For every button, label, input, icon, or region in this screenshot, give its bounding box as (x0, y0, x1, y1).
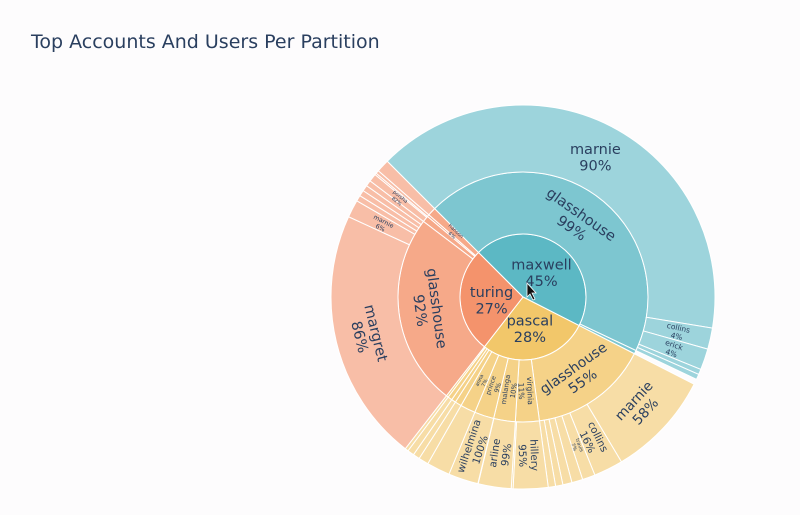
partition-pascal-account-glasshouse-user-travis-percent: 7% (569, 443, 577, 453)
chart-title: Top Accounts And Users Per Partition (31, 31, 380, 53)
partition-pascal-account-anna-name: anna (474, 374, 485, 388)
partition-pascal-name: pascal (507, 314, 554, 330)
partition-turing-account-hanson-user-other-0[interactable] (377, 160, 436, 216)
partition-maxwell-account-glasshouse-user-marnie-name: marnie (570, 142, 621, 158)
partition-pascal-account-malanga-user-arline-percent: 99% (499, 442, 514, 467)
partition-turing-account-other-1-user-porsha-percent: 82% (390, 196, 403, 208)
partition-pascal-account-prince-percent: 9% (493, 382, 503, 394)
partition-pascal-account-malanga-user-arline-name: arline (487, 438, 503, 469)
partition-pascal-account-anna-percent: 7% (481, 378, 490, 388)
partition-pascal-account-virginia-percent: 11% (516, 383, 526, 400)
partition-pascal-account-virginia-user-hillery-label: hillery95% (515, 439, 540, 472)
partition-turing-account-glasshouse-user-marnie-percent: 6% (374, 223, 386, 234)
partition-maxwell-percent: 45% (525, 274, 557, 290)
partition-pascal-account-malanga-label: malanga10% (500, 374, 520, 406)
partition-pascal-account-anna-label: anna7% (474, 374, 490, 390)
partition-pascal-account-malanga-percent: 10% (509, 382, 519, 399)
partition-maxwell-account-glasshouse-user-marnie[interactable] (386, 104, 716, 329)
partition-pascal-account-virginia-user-hillery-percent: 95% (516, 444, 529, 468)
partition-maxwell-account-glasshouse-user-collins-label: collins4% (664, 321, 691, 343)
partition-maxwell-account-glasshouse-user-marnie-label: marnie 90% (570, 142, 621, 175)
partition-turing-account-hanson-percent: 6% (447, 231, 457, 241)
partition-turing-account-glasshouse-percent: 92% (409, 294, 429, 328)
partition-maxwell-account-glasshouse-user-erick-label: erick4% (661, 338, 685, 361)
partition-turing-name: turing (470, 285, 513, 301)
partition-pascal-account-virginia-label: virginia11% (516, 377, 535, 406)
partition-pascal-label: pascal 28% (507, 314, 554, 347)
partition-turing-account-glasshouse-user-margret-percent: 86% (347, 320, 370, 355)
partition-pascal-account-malanga-user-arline-label: arline99% (487, 438, 515, 470)
partition-pascal-account-glasshouse-user-travis-label: travis7% (568, 438, 584, 456)
partition-pascal-percent: 28% (514, 330, 546, 346)
partition-turing-label: turing 27% (470, 285, 513, 318)
partition-maxwell-name: maxwell (511, 257, 571, 273)
partition-pascal-account-glasshouse-user-travis-name: travis (574, 438, 585, 454)
partition-turing-percent: 27% (475, 301, 507, 317)
partition-pascal-account-virginia-user-hillery-name: hillery (527, 439, 540, 471)
partition-maxwell-account-glasshouse-user-collins-percent: 4% (670, 331, 684, 342)
partition-maxwell-account-glasshouse-user-marnie-percent: 90% (579, 158, 611, 174)
partition-maxwell-account-glasshouse-user-erick-percent: 4% (664, 347, 678, 359)
partition-pascal-account-virginia-name: virginia (525, 377, 535, 405)
